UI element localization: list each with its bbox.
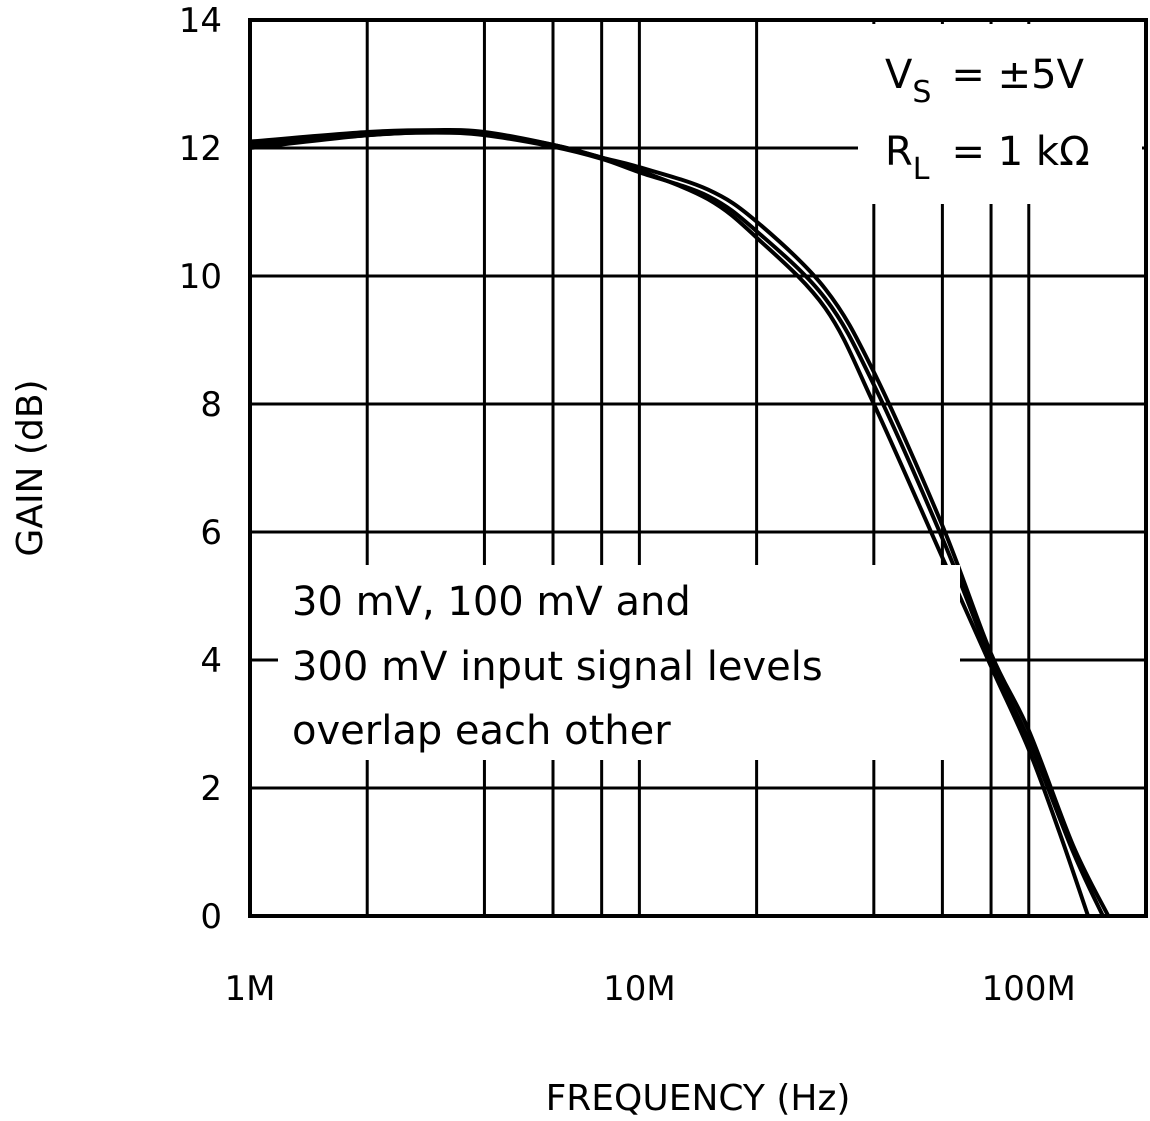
y-tick-label: 10: [179, 257, 222, 297]
plot-frame: [248, 18, 1148, 918]
conditions-box: [858, 24, 1142, 204]
series-line-1: [249, 129, 1090, 917]
svg-text:VS= ±5V: VS = ±5V: [885, 52, 1085, 110]
condition-vs: VS = ±5V: [885, 52, 1085, 110]
x-tick-label: 100M: [982, 969, 1076, 1009]
y-tick-label: 6: [200, 513, 222, 553]
y-tick-label: 4: [200, 641, 222, 681]
note-box: [278, 565, 960, 760]
note-line-2: 300 mV input signal levels: [292, 644, 823, 690]
x-tick-label: 1M: [225, 969, 276, 1009]
note-line-3: overlap each other: [292, 708, 671, 754]
y-tick-label: 14: [179, 1, 222, 41]
x-tick-label: 10M: [603, 969, 676, 1009]
note-line-1: 30 mV, 100 mV and: [292, 579, 691, 625]
x-axis-label: FREQUENCY (Hz): [546, 1078, 851, 1119]
series-group: [249, 128, 1111, 917]
series-line-2: [249, 128, 1111, 917]
y-tick-label: 0: [200, 897, 222, 937]
y-axis-label: GAIN (dB): [10, 379, 51, 556]
y-tick-label: 8: [200, 385, 222, 425]
y-tick-label: 2: [200, 769, 222, 809]
condition-rl: RL = 1 kΩ: [885, 129, 1090, 187]
y-tick-label: 12: [179, 129, 222, 169]
svg-text:RL= 1 kΩ: RL = 1 kΩ: [885, 129, 1090, 187]
series-line-3: [249, 130, 1105, 917]
tick-labels: 0 2 4 6 8 10 12 14 1M 10M 100M: [179, 1, 1076, 1009]
